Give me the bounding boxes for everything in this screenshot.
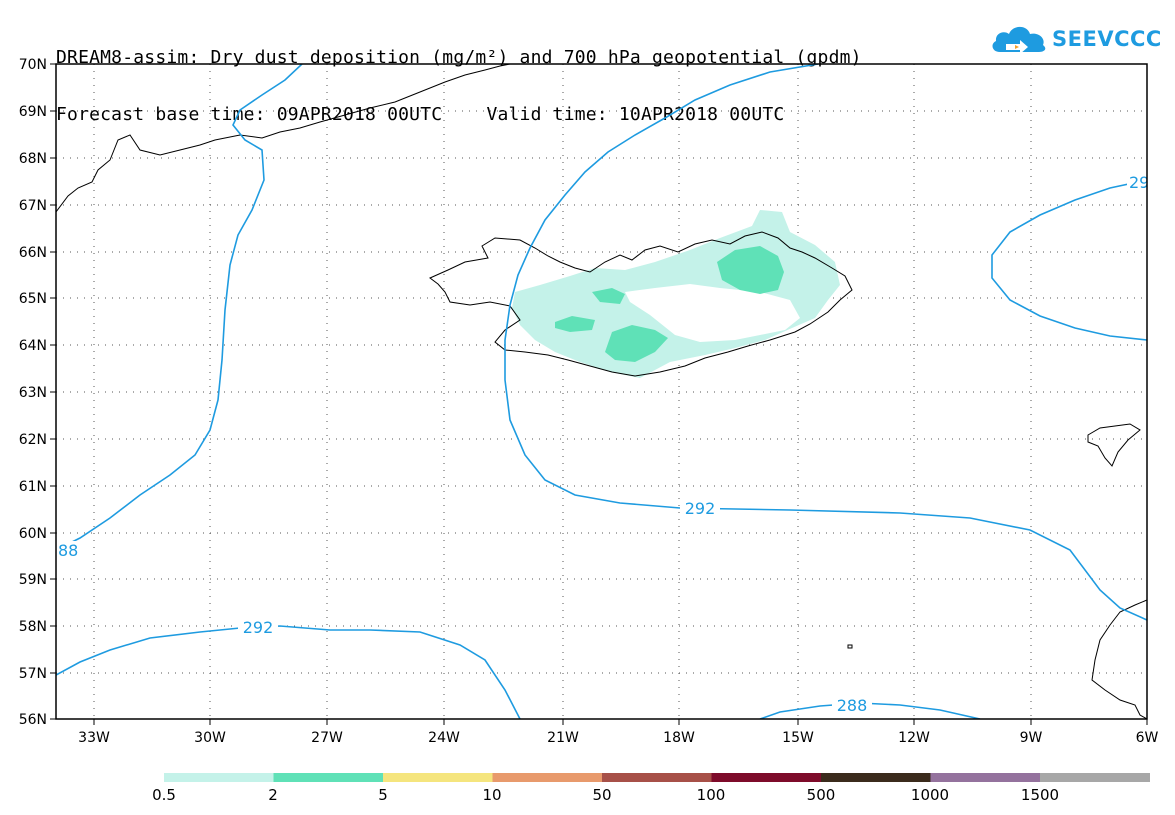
dust-area-clear bbox=[625, 284, 800, 342]
lon-label: 30W bbox=[194, 730, 226, 746]
lon-label: 27W bbox=[311, 730, 343, 746]
legend-label: 0.5 bbox=[152, 786, 176, 804]
contour-label-29-east: 29 bbox=[1129, 173, 1149, 192]
lon-label: 9W bbox=[1020, 730, 1043, 746]
lat-label: 70N bbox=[19, 57, 47, 73]
seevccc-logo: SEEVCCC bbox=[990, 22, 1162, 56]
lat-label: 57N bbox=[19, 666, 47, 682]
longitude-labels: 33W 30W 27W 24W 21W 18W 15W 12W 9W 6W bbox=[78, 730, 1158, 746]
scotland-coastline bbox=[1091, 599, 1147, 719]
contour-label-292-south: 292 bbox=[243, 618, 274, 637]
dust-area-mid-west bbox=[555, 316, 595, 332]
contour-south bbox=[56, 625, 521, 719]
legend-swatch bbox=[1040, 773, 1150, 782]
map-title: DREAM8-assim: Dry dust deposition (mg/m²… bbox=[56, 10, 862, 143]
lon-label: 15W bbox=[782, 730, 814, 746]
title-line-1: DREAM8-assim: Dry dust deposition (mg/m²… bbox=[56, 47, 862, 68]
legend-label: 2 bbox=[268, 786, 278, 804]
cloud-arrow-icon bbox=[992, 26, 1046, 54]
contour-label-288: 288 bbox=[837, 696, 868, 715]
lat-label: 68N bbox=[19, 151, 47, 167]
lat-label: 62N bbox=[19, 432, 47, 448]
legend-label: 1500 bbox=[1021, 786, 1059, 804]
legend-labels: 0.5 2 5 10 50 100 500 1000 1500 bbox=[152, 786, 1059, 804]
lat-label: 59N bbox=[19, 572, 47, 588]
iceland-coastline bbox=[429, 231, 853, 377]
contour-east bbox=[991, 179, 1147, 341]
latitude-labels: 70N 69N 68N 67N 66N 65N 64N 63N 62N 61N … bbox=[19, 57, 47, 728]
lat-label: 61N bbox=[19, 479, 47, 495]
legend-swatch bbox=[492, 773, 603, 782]
contour-label-292-center: 292 bbox=[685, 499, 716, 518]
lat-label: 66N bbox=[19, 245, 47, 261]
dust-area-mid-north bbox=[592, 288, 625, 304]
contour-label-88-west: 88 bbox=[58, 541, 78, 560]
legend-swatch bbox=[821, 773, 931, 782]
title-line-2: Forecast base time: 09APR2018 00UTC Vali… bbox=[56, 104, 785, 125]
legend-label: 500 bbox=[807, 786, 836, 804]
contour-center bbox=[504, 64, 1147, 621]
dust-deposition-shading bbox=[512, 210, 840, 378]
faroe-coastline bbox=[1087, 423, 1141, 467]
lon-label: 6W bbox=[1136, 730, 1159, 746]
legend-swatch bbox=[383, 773, 493, 782]
legend-swatch bbox=[711, 773, 822, 782]
lat-label: 56N bbox=[19, 712, 47, 728]
lat-label: 65N bbox=[19, 291, 47, 307]
legend-label: 5 bbox=[378, 786, 388, 804]
legend-swatch bbox=[273, 773, 384, 782]
legend-swatch bbox=[602, 773, 712, 782]
legend-swatch bbox=[930, 773, 1041, 782]
contour-west bbox=[56, 64, 303, 551]
rockall-island bbox=[847, 644, 853, 649]
legend-label: 1000 bbox=[911, 786, 949, 804]
legend-color-bar bbox=[164, 773, 1150, 782]
lat-label: 64N bbox=[19, 338, 47, 354]
dust-area-mid-east bbox=[717, 246, 784, 294]
lon-label: 24W bbox=[428, 730, 460, 746]
legend-label: 10 bbox=[482, 786, 501, 804]
lat-label: 58N bbox=[19, 619, 47, 635]
axis-ticks bbox=[50, 63, 1148, 725]
greenland-coastline bbox=[56, 64, 511, 213]
lat-label: 69N bbox=[19, 104, 47, 120]
contour-labels: 292 292 288 88 29 bbox=[56, 172, 1149, 715]
legend-swatch bbox=[164, 773, 274, 782]
legend-label: 50 bbox=[592, 786, 611, 804]
lat-label: 60N bbox=[19, 526, 47, 542]
lat-label: 67N bbox=[19, 198, 47, 214]
lon-label: 33W bbox=[78, 730, 110, 746]
lat-label: 63N bbox=[19, 385, 47, 401]
dust-area-mid-center bbox=[605, 325, 668, 362]
lon-label: 21W bbox=[547, 730, 579, 746]
logo-text: SEEVCCC bbox=[1052, 27, 1162, 51]
lon-label: 12W bbox=[898, 730, 930, 746]
legend-label: 100 bbox=[697, 786, 726, 804]
lon-label: 18W bbox=[663, 730, 695, 746]
geopotential-contours bbox=[56, 64, 1147, 719]
